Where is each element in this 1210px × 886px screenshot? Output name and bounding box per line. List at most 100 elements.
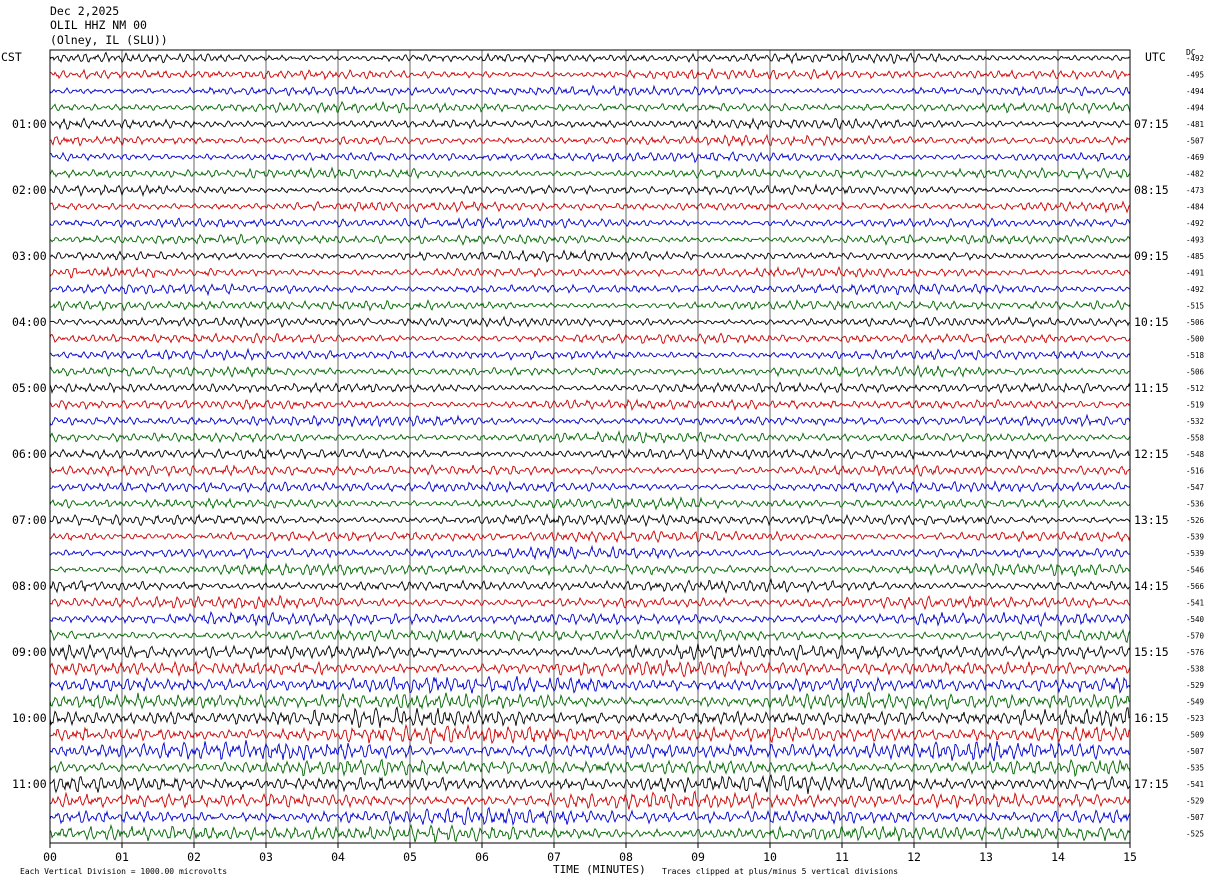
trace-row-3: [49, 84, 1131, 97]
trace-row-4: [49, 100, 1131, 115]
left-hour-label-11:00: 11:00: [12, 777, 47, 791]
dc-offset-2: -495: [1186, 71, 1204, 80]
trace-row-40: [49, 691, 1131, 711]
dc-offset-42: -509: [1186, 731, 1204, 740]
left-hour-label-02:00: 02:00: [12, 183, 47, 197]
right-hour-label-10:15: 10:15: [1134, 315, 1169, 329]
trace-row-23: [49, 413, 1131, 428]
trace-row-36: [49, 628, 1131, 644]
trace-row-30: [49, 530, 1131, 544]
trace-row-6: [49, 133, 1131, 147]
left-hour-label-01:00: 01:00: [12, 117, 47, 131]
x-axis-title: TIME (MINUTES): [553, 863, 646, 876]
right-hour-label-12:15: 12:15: [1134, 447, 1169, 461]
trace-row-38: [49, 659, 1131, 678]
date-label: Dec 2,2025: [50, 4, 120, 18]
dc-offset-4: -494: [1186, 104, 1205, 113]
trace-row-18: [49, 332, 1131, 345]
dc-offset-38: -538: [1186, 665, 1205, 674]
trace-row-45: [49, 774, 1131, 795]
trace-row-31: [49, 544, 1131, 561]
x-tick-label-11: 11: [835, 850, 849, 864]
trace-group: [49, 51, 1131, 844]
hour-labels: 01:00 02:00 03:00 04:00 05:00 06:00 07:00 08:00…: [12, 117, 1169, 791]
dc-offset-9: -473: [1186, 186, 1204, 195]
trace-row-15: [49, 282, 1131, 297]
dc-offset-34: -541: [1186, 599, 1204, 608]
trace-row-5: [49, 117, 1131, 131]
x-tick-label-15: 15: [1123, 850, 1137, 864]
x-tick-label-09: 09: [691, 850, 705, 864]
dc-offset-labels: -492 -495 -494 -494 -481 -507 -469 -482 -473 -484…: [1186, 54, 1205, 839]
x-tick-label-08: 08: [619, 850, 633, 864]
dc-offset-44: -535: [1186, 764, 1204, 773]
timezone-right-label: UTC: [1145, 50, 1166, 64]
dc-offset-11: -492: [1186, 219, 1204, 228]
trace-row-11: [49, 216, 1131, 230]
dc-offset-45: -541: [1186, 780, 1204, 789]
trace-row-47: [49, 806, 1131, 826]
right-hour-label-15:15: 15:15: [1134, 645, 1169, 659]
trace-row-14: [49, 265, 1131, 279]
trace-row-17: [49, 315, 1131, 329]
dc-offset-24: -558: [1186, 434, 1205, 443]
right-hour-label-08:15: 08:15: [1134, 183, 1169, 197]
x-tick-label-13: 13: [979, 850, 993, 864]
right-hour-label-14:15: 14:15: [1134, 579, 1169, 593]
dc-offset-23: -532: [1186, 417, 1204, 426]
dc-offset-15: -492: [1186, 285, 1204, 294]
dc-offset-17: -506: [1186, 318, 1205, 327]
right-hour-label-07:15: 07:15: [1134, 117, 1169, 131]
trace-row-32: [49, 562, 1131, 578]
dc-offset-26: -516: [1186, 467, 1205, 476]
dc-offset-29: -526: [1186, 516, 1205, 525]
trace-row-33: [49, 577, 1131, 594]
dc-offset-14: -491: [1186, 269, 1204, 278]
left-hour-label-09:00: 09:00: [12, 645, 47, 659]
x-tick-label-01: 01: [115, 850, 129, 864]
dc-offset-39: -529: [1186, 681, 1204, 690]
dc-offset-41: -523: [1186, 714, 1204, 723]
trace-row-21: [49, 381, 1131, 395]
dc-offset-8: -482: [1186, 170, 1204, 179]
left-hour-label-07:00: 07:00: [12, 513, 47, 527]
dc-offset-12: -493: [1186, 236, 1204, 245]
trace-row-42: [49, 723, 1131, 745]
dc-offset-25: -548: [1186, 450, 1205, 459]
left-hour-label-08:00: 08:00: [12, 579, 47, 593]
x-axis: 00 01 02 03 04 05 06 07 08 09 10 11 12 13 14 15: [43, 843, 1137, 864]
trace-row-9: [49, 183, 1131, 198]
trace-row-2: [49, 67, 1131, 81]
x-tick-label-04: 04: [331, 850, 345, 864]
dc-offset-22: -519: [1186, 401, 1204, 410]
dc-offset-32: -546: [1186, 566, 1205, 575]
dc-offset-35: -540: [1186, 615, 1205, 624]
dc-offset-20: -506: [1186, 368, 1205, 377]
dc-offset-31: -539: [1186, 549, 1204, 558]
dc-offset-18: -500: [1186, 335, 1205, 344]
clip-note: Traces clipped at plus/minus 5 vertical …: [662, 867, 899, 876]
right-hour-label-17:15: 17:15: [1134, 777, 1169, 791]
dc-offset-48: -525: [1186, 830, 1204, 839]
trace-row-34: [49, 594, 1131, 611]
x-tick-label-06: 06: [475, 850, 489, 864]
trace-row-19: [49, 347, 1131, 362]
trace-row-25: [49, 447, 1131, 461]
dc-offset-30: -539: [1186, 533, 1204, 542]
dc-offset-1: -492: [1186, 54, 1204, 63]
dc-offset-16: -515: [1186, 302, 1204, 311]
trace-row-48: [49, 823, 1131, 844]
dc-offset-5: -481: [1186, 120, 1204, 129]
left-hour-label-06:00: 06:00: [12, 447, 47, 461]
left-hour-label-05:00: 05:00: [12, 381, 47, 395]
trace-row-37: [49, 643, 1131, 661]
dc-offset-7: -469: [1186, 153, 1204, 162]
plot-grid: [121, 50, 1059, 843]
location-label: (Olney, IL (SLU)): [50, 33, 168, 47]
right-hour-label-16:15: 16:15: [1134, 711, 1169, 725]
trace-row-16: [49, 299, 1131, 312]
trace-row-41: [49, 706, 1131, 729]
trace-row-12: [49, 233, 1131, 246]
dc-offset-13: -485: [1186, 252, 1204, 261]
